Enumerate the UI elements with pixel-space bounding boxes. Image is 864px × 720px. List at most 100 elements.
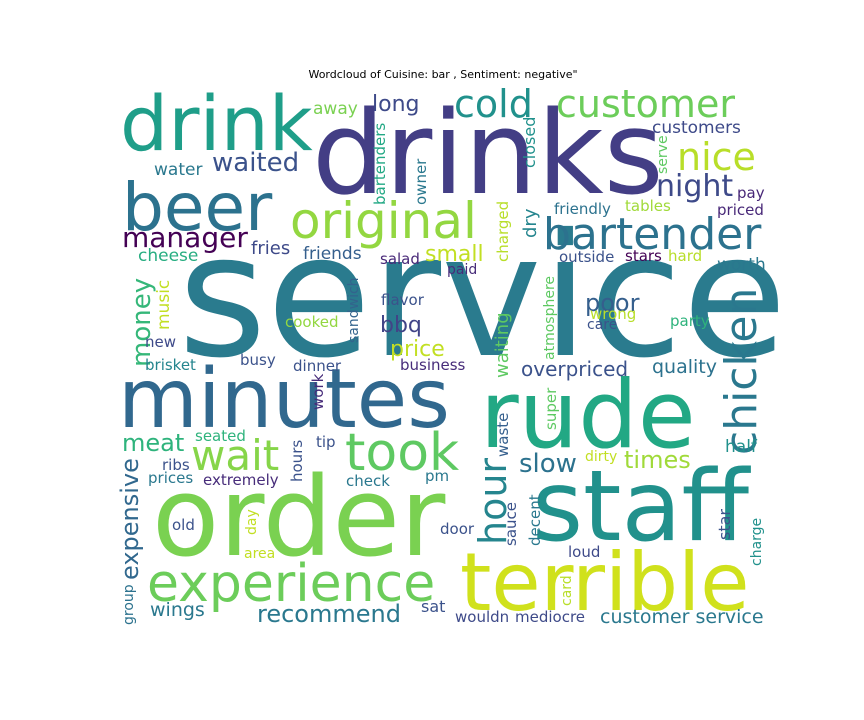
word-long: long bbox=[372, 92, 419, 117]
word-terrible: terrible bbox=[460, 536, 749, 629]
word-customer-service: customer service bbox=[600, 606, 764, 628]
word-decent: decent bbox=[526, 494, 544, 546]
word-loud: loud bbox=[568, 543, 600, 561]
word-water: water bbox=[154, 160, 202, 180]
word-pm: pm bbox=[425, 467, 449, 485]
word-card: card bbox=[559, 575, 575, 606]
word-care: care bbox=[587, 317, 617, 333]
word-brisket: brisket bbox=[145, 356, 196, 374]
word-extremely: extremely bbox=[203, 471, 279, 489]
word-drink: drink bbox=[120, 79, 313, 168]
word-minutes: minutes bbox=[118, 352, 450, 447]
word-nice: nice bbox=[677, 135, 756, 179]
word-hours: hours bbox=[288, 440, 306, 482]
word-bartender: bartender bbox=[543, 209, 762, 260]
word-salad: salad bbox=[380, 250, 420, 268]
word-expensive: expensive bbox=[116, 458, 144, 580]
word-area: area bbox=[244, 546, 275, 562]
word-cooked: cooked bbox=[285, 313, 339, 331]
word-new: new bbox=[145, 333, 176, 351]
word-day: day bbox=[244, 509, 260, 535]
word-work: work bbox=[309, 373, 327, 410]
word-recommend: recommend bbox=[257, 600, 401, 628]
word-order: order bbox=[152, 453, 446, 581]
word-dirty: dirty bbox=[585, 449, 617, 465]
word-wings: wings bbox=[150, 599, 205, 621]
word-bartenders: bartenders bbox=[371, 123, 389, 205]
word-chicken: chicken bbox=[716, 288, 767, 455]
word-waiting: waiting bbox=[492, 312, 513, 378]
word-hour: hour bbox=[471, 458, 515, 545]
word-paid: paid bbox=[447, 262, 477, 278]
word-sat: sat bbox=[421, 597, 445, 616]
word-worth: worth bbox=[717, 255, 766, 275]
word-star: star bbox=[715, 509, 734, 540]
word-small: small bbox=[425, 242, 484, 267]
word-tip: tip bbox=[316, 433, 336, 451]
word-mediocre: mediocre bbox=[515, 608, 585, 626]
word-wait: wait bbox=[191, 431, 279, 480]
word-check: check bbox=[346, 472, 390, 490]
word-old: old bbox=[172, 516, 195, 534]
word-cheese: cheese bbox=[138, 246, 198, 266]
word-wouldn: wouldn bbox=[455, 608, 509, 626]
word-prices: prices bbox=[148, 469, 193, 487]
word-seated: seated bbox=[195, 427, 246, 445]
word-charged: charged bbox=[494, 201, 512, 262]
word-ribs: ribs bbox=[162, 456, 190, 474]
word-bbq: bbq bbox=[380, 313, 422, 338]
word-party: party bbox=[670, 312, 710, 330]
word-serve: serve bbox=[655, 135, 671, 174]
word-customer: customer bbox=[556, 82, 735, 126]
word-dry: dry bbox=[520, 208, 541, 238]
word-closed: closed bbox=[520, 117, 539, 168]
word-sauce: sauce bbox=[502, 502, 520, 546]
word-poor: poor bbox=[585, 289, 640, 317]
word-super: super bbox=[542, 387, 560, 430]
word-stars: stars bbox=[625, 247, 662, 265]
word-meat: meat bbox=[122, 429, 184, 457]
word-dinner: dinner bbox=[293, 357, 342, 375]
word-manager: manager bbox=[122, 221, 248, 254]
word-sandwich: sandwich bbox=[346, 277, 362, 343]
chart-title: Wordcloud of Cuisine: bar , Sentiment: n… bbox=[308, 68, 578, 81]
word-outside: outside bbox=[559, 248, 614, 266]
word-flavor: flavor bbox=[381, 291, 425, 309]
word-rude: rude bbox=[480, 361, 696, 470]
word-customers: customers bbox=[652, 118, 741, 138]
word-price: price bbox=[390, 337, 445, 362]
word-experience: experience bbox=[147, 554, 435, 614]
word-business: business bbox=[400, 356, 466, 374]
word-staff: staff bbox=[532, 450, 752, 564]
word-tables: tables bbox=[625, 197, 671, 215]
word-fries: fries bbox=[251, 238, 290, 259]
word-friendly: friendly bbox=[554, 200, 611, 218]
word-pay: pay bbox=[737, 184, 765, 202]
word-away: away bbox=[313, 99, 358, 119]
word-half: half bbox=[725, 437, 758, 457]
word-times: times bbox=[624, 446, 691, 474]
word-hard: hard bbox=[668, 247, 702, 265]
word-waited: waited bbox=[212, 148, 299, 178]
word-music: music bbox=[154, 280, 174, 330]
word-overpriced: overpriced bbox=[521, 357, 628, 381]
word-took: took bbox=[345, 423, 459, 483]
word-cold: cold bbox=[454, 82, 533, 126]
word-charge: charge bbox=[749, 518, 765, 566]
word-beer: beer bbox=[122, 169, 273, 246]
word-service: service bbox=[178, 198, 787, 396]
word-money: money bbox=[127, 278, 157, 367]
word-wrong: wrong bbox=[590, 305, 636, 323]
word-night: night bbox=[656, 169, 733, 204]
word-friends: friends bbox=[303, 244, 362, 264]
word-group: group bbox=[121, 584, 137, 625]
word-waste: waste bbox=[494, 413, 512, 457]
word-busy: busy bbox=[240, 351, 276, 369]
word-original: original bbox=[290, 192, 477, 250]
word-owner: owner bbox=[412, 158, 430, 205]
word-priced: priced bbox=[717, 201, 764, 219]
word-door: door bbox=[440, 520, 475, 538]
word-quality: quality bbox=[652, 356, 717, 378]
word-drinks: drinks bbox=[312, 87, 664, 221]
